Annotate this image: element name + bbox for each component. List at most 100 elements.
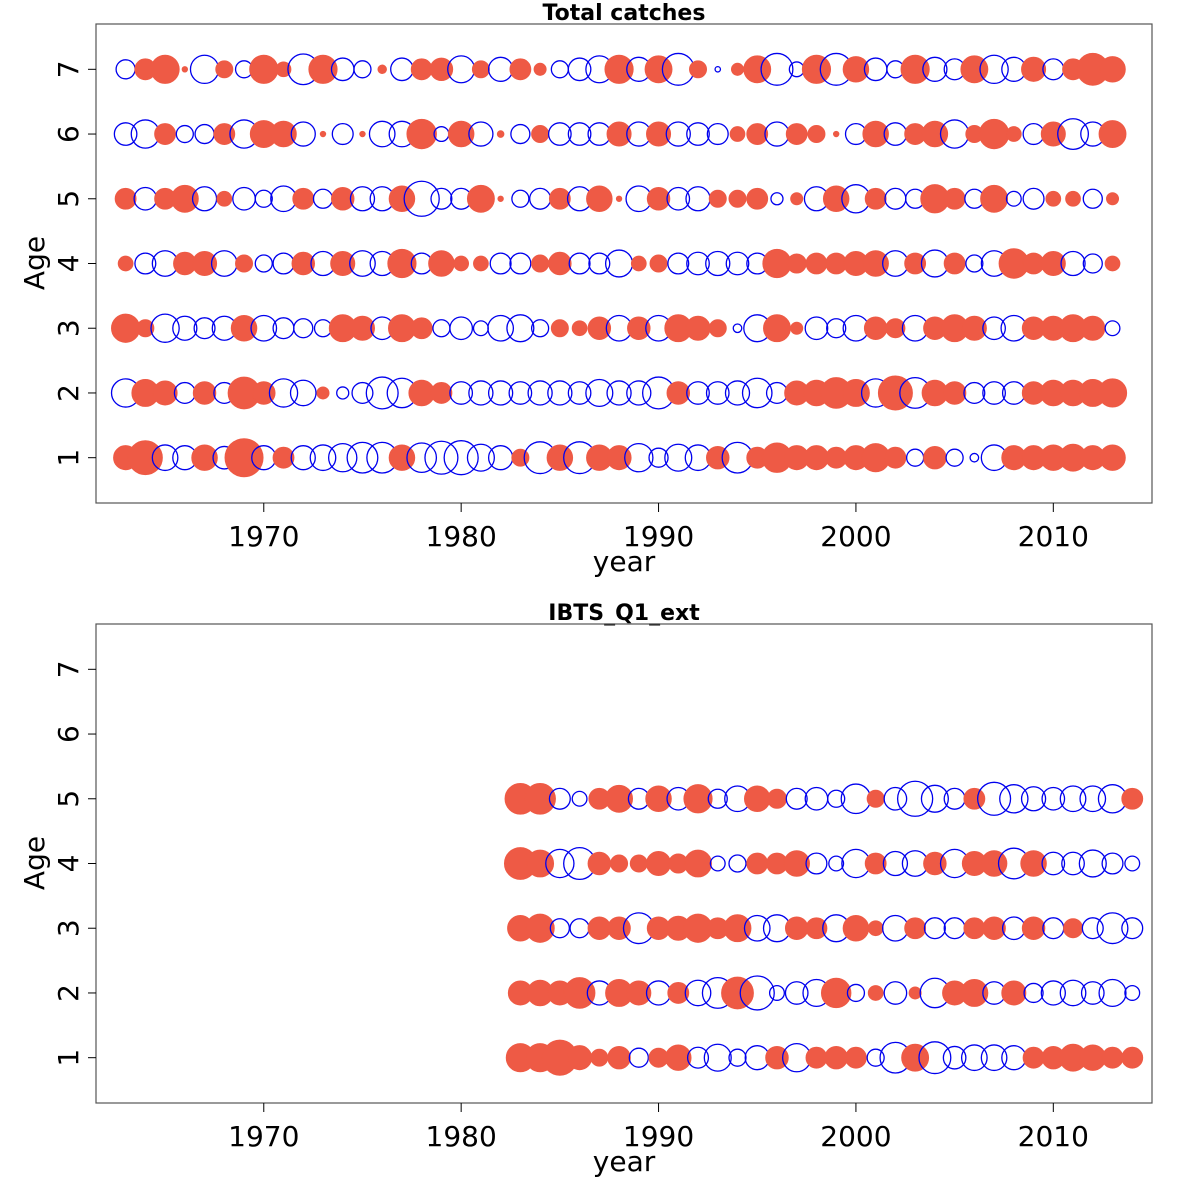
negative-residual-bubble (430, 187, 453, 210)
negative-residual-bubble (1096, 912, 1129, 945)
negative-residual-bubble (506, 314, 535, 343)
positive-residual-bubble (746, 852, 769, 875)
positive-residual-bubble (743, 785, 771, 813)
negative-residual-bubble (828, 855, 845, 872)
positive-residual-bubble (1106, 192, 1120, 206)
positive-residual-bubble (606, 121, 632, 147)
positive-residual-bubble (763, 314, 791, 343)
positive-residual-bubble (1021, 56, 1047, 82)
negative-residual-bubble (945, 448, 964, 467)
negative-residual-bubble (569, 918, 590, 939)
positive-residual-bubble (292, 187, 315, 210)
positive-residual-bubble (1001, 980, 1027, 1006)
positive-residual-bubble (685, 315, 711, 341)
negative-residual-bubble (1020, 786, 1047, 812)
positive-residual-bubble (466, 184, 495, 213)
positive-residual-bubble (604, 54, 634, 84)
positive-residual-bubble (406, 118, 437, 150)
negative-residual-bubble (976, 781, 1012, 816)
positive-residual-bubble (192, 250, 218, 277)
positive-residual-bubble (960, 979, 989, 1007)
negative-residual-bubble (151, 444, 179, 472)
negative-residual-bubble (390, 57, 414, 82)
negative-residual-bubble (567, 122, 592, 146)
positive-residual-bubble (511, 448, 530, 467)
negative-residual-bubble (827, 789, 846, 808)
negative-residual-bubble (1001, 1045, 1027, 1071)
positive-residual-bubble (943, 187, 966, 210)
positive-residual-bubble (877, 375, 913, 411)
positive-residual-bubble (963, 917, 986, 940)
negative-residual-bubble (290, 121, 316, 147)
positive-residual-bubble (629, 854, 648, 873)
positive-residual-bubble (605, 784, 634, 813)
negative-residual-bubble (768, 984, 785, 1001)
positive-residual-bubble (275, 61, 292, 78)
negative-residual-bubble (289, 379, 317, 407)
y-tick-label: 3 (52, 319, 85, 337)
negative-residual-bubble (1079, 785, 1107, 813)
positive-residual-bubble (563, 977, 596, 1009)
positive-residual-bubble (349, 315, 375, 341)
negative-residual-bubble (133, 186, 158, 211)
negative-residual-bubble (1081, 917, 1104, 940)
positive-residual-bubble (743, 55, 772, 84)
x-tick-label: 1970 (228, 520, 299, 553)
positive-residual-bubble (1040, 121, 1066, 147)
y-tick-label: 2 (52, 984, 85, 1002)
y-tick-label: 5 (52, 790, 85, 808)
positive-residual-bubble (689, 60, 708, 79)
negative-residual-bubble (1041, 786, 1066, 811)
negative-residual-bubble (547, 122, 572, 146)
positive-residual-bubble (805, 1046, 828, 1069)
negative-residual-bubble (1121, 917, 1144, 940)
negative-residual-bubble (189, 54, 220, 85)
positive-residual-bubble (154, 123, 176, 145)
x-tick-label: 2010 (1018, 1120, 1089, 1153)
positive-residual-bubble (607, 916, 631, 940)
x-tick-label: 1980 (426, 520, 497, 553)
negative-residual-bubble (922, 56, 948, 82)
x-axis-title: year (593, 1145, 656, 1178)
panel-ibts-q1-ext: IBTS_Q1_ext 1 2 3 4 5 6 7 1970 1980 1990 2000 2010… (18, 601, 1153, 1178)
positive-residual-bubble (546, 444, 574, 471)
negative-residual-bubble (548, 787, 571, 810)
positive-residual-bubble (215, 60, 234, 79)
y-tick-label: 7 (52, 660, 85, 678)
negative-residual-bubble (571, 790, 588, 807)
positive-residual-bubble (150, 54, 180, 84)
negative-residual-bubble (760, 52, 794, 86)
y-tick-label: 1 (52, 449, 85, 467)
positive-residual-bubble (615, 195, 623, 202)
positive-residual-bubble (942, 381, 967, 405)
positive-residual-bubble (1065, 190, 1081, 207)
negative-residual-bubble (728, 1048, 747, 1067)
negative-residual-bubble (272, 252, 295, 275)
y-tick-label: 6 (52, 725, 85, 743)
positive-residual-bubble (646, 850, 672, 877)
positive-residual-bubble (923, 445, 947, 470)
negative-residual-bubble (113, 122, 138, 146)
x-tick-label: 1980 (426, 1120, 497, 1153)
negative-residual-bubble (606, 380, 632, 406)
negative-residual-bubble (709, 855, 726, 872)
positive-residual-bubble (884, 446, 907, 469)
negative-residual-bubble (331, 122, 354, 146)
positive-residual-bubble (1097, 378, 1128, 408)
positive-residual-bubble (666, 381, 691, 405)
negative-residual-bubble (664, 443, 693, 472)
y-tick-label: 7 (52, 60, 85, 78)
positive-residual-bubble (982, 916, 1006, 940)
negative-residual-bubble (686, 1046, 710, 1069)
positive-residual-bubble (649, 254, 668, 273)
bubble-series (110, 52, 1128, 478)
negative-residual-bubble (309, 444, 337, 472)
negative-residual-bubble (468, 121, 494, 147)
negative-residual-bubble (1078, 849, 1107, 878)
negative-residual-bubble (290, 445, 316, 471)
positive-residual-bubble (587, 851, 612, 876)
positive-residual-bubble (645, 785, 672, 813)
y-axis-title: Age (18, 836, 51, 890)
positive-residual-bubble (963, 787, 986, 810)
